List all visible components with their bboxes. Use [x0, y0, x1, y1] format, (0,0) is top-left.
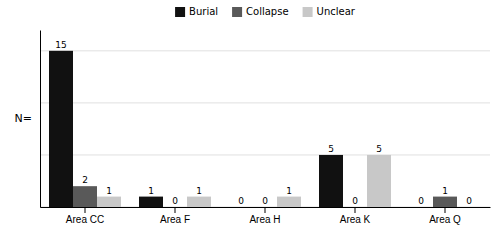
- data-label: 0: [352, 196, 358, 206]
- data-label: 0: [418, 196, 424, 206]
- bar: [457, 207, 481, 208]
- tick: Area K: [340, 207, 371, 225]
- tick-label: Area CC: [66, 214, 104, 225]
- legend-item: Collapse: [232, 6, 289, 17]
- tick-mark: [265, 207, 266, 213]
- bars: [49, 51, 457, 207]
- tick-label: Area K: [340, 214, 371, 225]
- tick-mark: [85, 207, 86, 213]
- bar: [277, 197, 301, 207]
- legend: Burial Collapse Unclear: [175, 6, 356, 17]
- tick: Area Q: [429, 207, 461, 225]
- tick-mark: [175, 207, 176, 213]
- data-label: 0: [262, 196, 268, 206]
- tick: Area CC: [66, 207, 104, 225]
- grid-line: [40, 102, 490, 103]
- plot: Area CCArea FArea HArea KArea Q151050200…: [40, 31, 491, 226]
- tick-label: Area Q: [429, 214, 461, 225]
- bar: [163, 207, 187, 208]
- tick-label: Area F: [160, 214, 190, 225]
- data-label: 15: [55, 40, 66, 50]
- bar: [49, 51, 73, 207]
- data-label: 0: [238, 196, 244, 206]
- grid-line: [40, 154, 490, 155]
- legend-swatch: [175, 7, 185, 17]
- bar: [319, 155, 343, 207]
- tick-mark: [445, 207, 446, 213]
- y-axis: [40, 31, 42, 208]
- bar: [253, 207, 277, 208]
- tick: Area F: [160, 207, 190, 225]
- x-axis: Area CC Area F Area H Area K Area Q: [41, 207, 491, 225]
- bar: [97, 197, 121, 207]
- data-label: 1: [442, 186, 448, 196]
- data-label: 2: [82, 175, 88, 185]
- data-label: 5: [328, 144, 334, 154]
- data-label: 1: [148, 186, 154, 196]
- legend-item: Burial: [175, 6, 218, 17]
- data-label: 1: [286, 186, 292, 196]
- grid: [40, 51, 490, 207]
- legend-swatch: [232, 7, 242, 17]
- axis-line: [40, 31, 41, 208]
- bar: [343, 207, 367, 208]
- tick-mark: [355, 207, 356, 213]
- legend-item: Unclear: [303, 6, 356, 17]
- legend-label: Unclear: [317, 6, 356, 17]
- chart: Area CCArea FArea HArea KArea Q151050200…: [0, 0, 500, 231]
- bar: [367, 155, 391, 207]
- bar: [187, 197, 211, 207]
- legend-label: Collapse: [246, 6, 289, 17]
- data-label: 1: [106, 186, 112, 196]
- axis-title: N=: [15, 112, 32, 125]
- legend-swatch: [303, 7, 313, 17]
- data-label: 0: [466, 196, 472, 206]
- tick-label: Area H: [249, 214, 280, 225]
- data-label: 1: [196, 186, 202, 196]
- bar: [139, 197, 163, 207]
- tick: Area H: [249, 207, 280, 225]
- bar: [229, 207, 253, 208]
- data-labels: 1510502000111150: [55, 40, 472, 206]
- bar: [433, 197, 457, 207]
- data-label: 5: [376, 144, 382, 154]
- bar: [73, 186, 97, 207]
- grid-line: [40, 50, 490, 51]
- data-label: 0: [172, 196, 178, 206]
- bar: [409, 207, 433, 208]
- legend-label: Burial: [189, 6, 218, 17]
